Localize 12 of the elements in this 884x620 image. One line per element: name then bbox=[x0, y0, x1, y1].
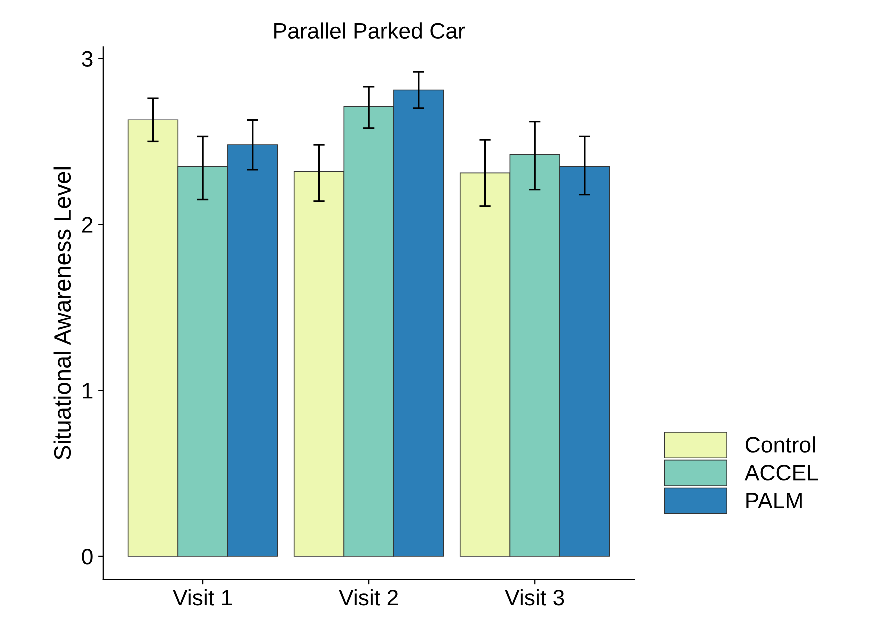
x-tick-label: Visit 1 bbox=[173, 589, 232, 606]
y-tick-label: 0 bbox=[82, 549, 93, 565]
legend-label: PALM bbox=[746, 493, 802, 508]
y-tick-label: 2 bbox=[82, 217, 93, 233]
y-tick-label: 3 bbox=[82, 51, 93, 68]
legend-label: Control bbox=[746, 436, 816, 453]
chart-title: Parallel Parked Car bbox=[274, 22, 466, 40]
y-tick-label: 1 bbox=[83, 383, 93, 399]
legend-label: ACCEL bbox=[744, 465, 818, 481]
x-tick-label: Visit 3 bbox=[505, 589, 564, 606]
x-tick-label: Visit 2 bbox=[339, 589, 398, 606]
y-axis-title: Situational Awareness Level bbox=[54, 168, 72, 460]
